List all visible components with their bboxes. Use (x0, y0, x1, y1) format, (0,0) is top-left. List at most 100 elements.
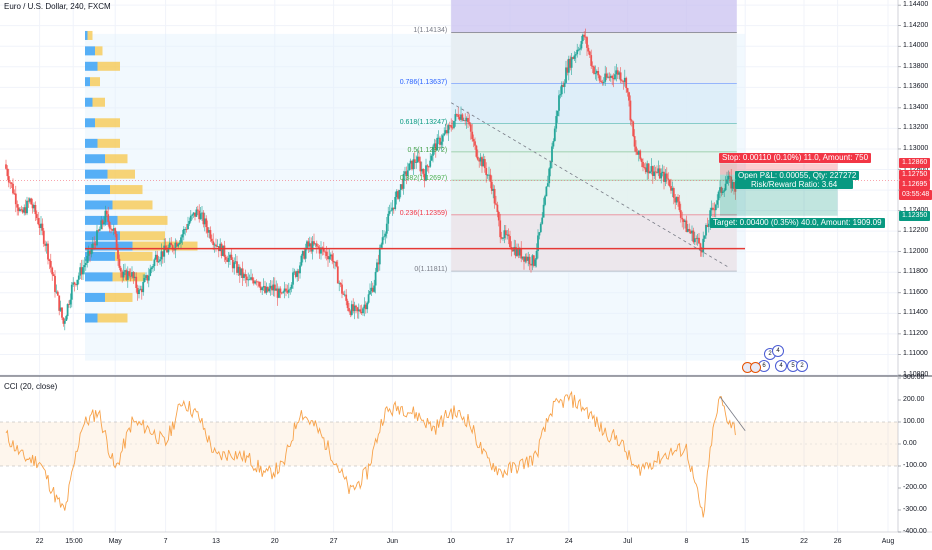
candle-body (399, 184, 402, 190)
candle-body (21, 209, 24, 213)
fib-level-label: 0.236(1.12359) (399, 209, 448, 217)
fib-level-label: 0.618(1.13247) (399, 118, 448, 126)
candle-body (262, 286, 265, 288)
candle-body (586, 37, 588, 48)
candle-body (210, 238, 213, 242)
price-tick-label: 1.11000 (903, 350, 928, 358)
candle-body (394, 197, 397, 210)
candle-body (626, 88, 629, 93)
candle-body (590, 55, 593, 66)
candle-body (576, 49, 579, 55)
candle-body (47, 243, 49, 260)
candle-body (525, 256, 528, 261)
candle-body (503, 230, 506, 239)
candle-body (140, 288, 143, 293)
economic-event-badge[interactable]: 4 (775, 360, 787, 372)
candle-body (280, 292, 283, 294)
candle-body (429, 160, 432, 167)
time-tick-label: 24 (564, 538, 573, 545)
fib-level-label: 0.382(1.12697) (399, 175, 448, 183)
candle-body (462, 120, 465, 122)
candle-body (199, 213, 202, 220)
candle-body (481, 157, 483, 167)
candle-body (560, 84, 563, 95)
candle-body (569, 58, 572, 68)
candle-body (714, 204, 717, 211)
candle-body (6, 168, 9, 177)
candle-body (621, 80, 623, 82)
candle-body (107, 214, 110, 222)
candle-body (392, 207, 395, 210)
candle-body (364, 304, 367, 310)
rr-label[interactable]: Risk/Reward Ratio: 3.64 (735, 180, 854, 189)
candle-body (215, 244, 217, 247)
candle-body (566, 67, 569, 73)
vp-bar-up (85, 77, 90, 87)
candle-body (353, 305, 356, 312)
candle-body (527, 256, 530, 261)
candle-body (31, 204, 34, 209)
candle-body (294, 271, 297, 277)
candle-body (555, 116, 558, 129)
candle-body (542, 204, 545, 218)
candle-body (563, 82, 566, 87)
candle-body (205, 218, 208, 228)
candle-body (437, 137, 440, 139)
candle-body (331, 254, 334, 261)
candle-body (696, 237, 699, 239)
candle-body (195, 209, 198, 217)
candle-body (720, 187, 723, 194)
stop-label[interactable]: Stop: 0.00110 (0.10%) 11.0, Amount: 750 (719, 153, 872, 163)
candle-body (677, 196, 679, 202)
candle-body (152, 266, 154, 268)
price-axis-tag: 1.12695 (899, 179, 931, 190)
candle-body (28, 198, 31, 202)
fib-band (451, 83, 737, 124)
candle-body (338, 282, 341, 284)
price-tick-label: 1.13400 (903, 103, 929, 111)
candle-body (443, 133, 446, 136)
price-tick-label: 1.13200 (903, 124, 929, 132)
candle-body (65, 316, 68, 321)
time-tick-label: 20 (270, 538, 279, 545)
candle-body (143, 278, 146, 282)
candle-body (594, 72, 597, 74)
candle-body (229, 254, 231, 258)
candle-body (363, 304, 366, 309)
candle-body (62, 317, 65, 324)
vp-bar-down (97, 61, 120, 71)
candle-body (530, 264, 532, 266)
candle-body (388, 211, 391, 214)
candle-body (283, 288, 286, 292)
pnl-label[interactable]: Open P&L: 0.00055, Qty: 227272 (735, 171, 860, 180)
candle-body (301, 251, 304, 256)
candle-body (698, 237, 700, 244)
candle-body (306, 241, 308, 250)
candle-body (63, 320, 66, 324)
economic-event-badge[interactable]: 4 (772, 345, 784, 357)
flag-icon[interactable] (750, 362, 761, 373)
economic-event-badge[interactable]: 2 (796, 360, 808, 372)
target-label[interactable]: Target: 0.00400 (0.35%) 40.0, Amount: 19… (710, 218, 885, 228)
fib-level-label: 0.5(1.12972) (407, 146, 448, 154)
candle-body (213, 244, 216, 246)
candle-body (391, 207, 394, 211)
candle-body (300, 255, 303, 266)
candle-body (580, 41, 583, 49)
candle-body (460, 114, 462, 120)
candle-body (75, 284, 77, 286)
candle-body (635, 146, 637, 152)
candle-body (514, 246, 517, 256)
candle-body (293, 271, 296, 273)
candle-body (458, 116, 461, 120)
candle-body (145, 275, 147, 279)
candle-body (469, 124, 472, 132)
candle-body (377, 262, 380, 265)
candle-body (279, 288, 282, 293)
cci-tick-label: 200.00 (903, 396, 925, 403)
candle-body (614, 74, 616, 80)
candle-body (90, 249, 93, 255)
candle-body (73, 282, 76, 285)
candle-body (271, 285, 273, 291)
